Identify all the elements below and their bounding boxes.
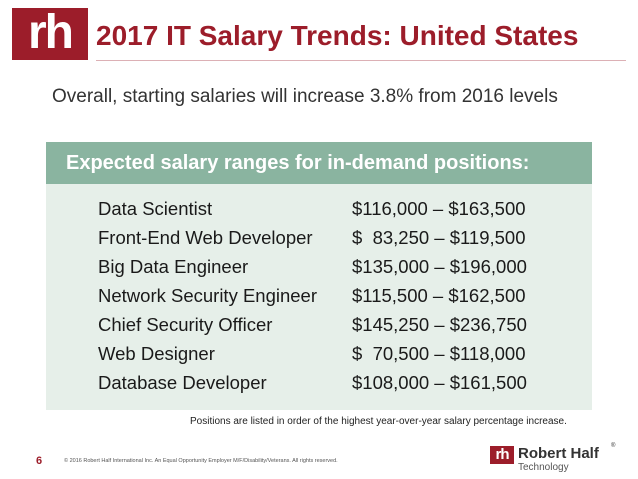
position-name: Database Developer (98, 372, 267, 393)
logo-mark: rh (12, 8, 88, 60)
salary-range: $135,000 – $196,000 (352, 256, 527, 277)
panel-heading: Expected salary ranges for in-demand pos… (46, 142, 592, 184)
page-subtitle: Overall, starting salaries will increase… (52, 86, 558, 107)
salary-row: Chief Security Officer $145,250 – $236,7… (46, 310, 592, 339)
brand-division: Technology (518, 462, 569, 473)
registered-mark: ® (611, 443, 616, 449)
brand-mark: rh (490, 446, 514, 464)
salary-range: $116,000 – $163,500 (352, 198, 526, 219)
salary-row: Big Data Engineer $135,000 – $196,000 (46, 252, 592, 281)
brand-name: Robert Half (518, 445, 599, 462)
salary-row: Network Security Engineer $115,500 – $16… (46, 281, 592, 310)
salary-range: $115,500 – $162,500 (352, 285, 526, 306)
salary-range: $108,000 – $161,500 (352, 372, 527, 393)
salary-row: Database Developer $108,000 – $161,500 (46, 368, 592, 397)
salary-list: Data Scientist $116,000 – $163,500 Front… (46, 194, 592, 397)
footnote: Positions are listed in order of the hig… (190, 416, 567, 427)
salary-row: Front-End Web Developer $ 83,250 – $119,… (46, 223, 592, 252)
salary-panel: Expected salary ranges for in-demand pos… (46, 142, 592, 410)
salary-range: $ 70,500 – $118,000 (352, 343, 526, 364)
position-name: Web Designer (98, 343, 215, 364)
salary-row: Web Designer $ 70,500 – $118,000 (46, 339, 592, 368)
position-name: Big Data Engineer (98, 256, 249, 277)
position-name: Data Scientist (98, 198, 213, 219)
copyright-notice: © 2016 Robert Half International Inc. An… (64, 458, 338, 464)
position-name: Chief Security Officer (98, 314, 273, 335)
title-divider (96, 60, 626, 61)
salary-range: $ 83,250 – $119,500 (352, 227, 526, 248)
salary-row: Data Scientist $116,000 – $163,500 (46, 194, 592, 223)
salary-range: $145,250 – $236,750 (352, 314, 527, 335)
page-title: 2017 IT Salary Trends: United States (96, 20, 579, 51)
position-name: Front-End Web Developer (98, 227, 313, 248)
position-name: Network Security Engineer (98, 285, 318, 306)
page-number: 6 (36, 455, 43, 467)
brand-logo: rh Robert Half ® Technology (490, 443, 630, 474)
